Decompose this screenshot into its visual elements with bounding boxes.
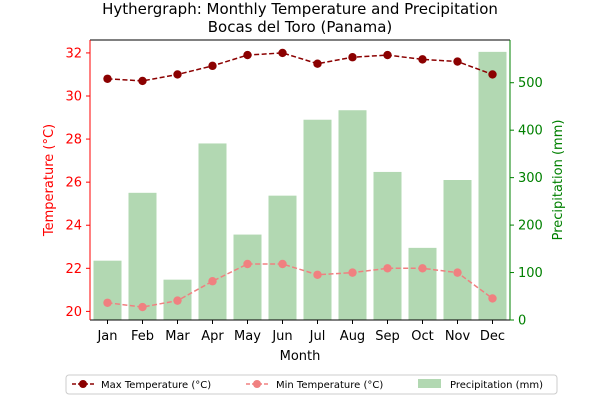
precip-bar-jul: [303, 119, 332, 320]
legend-max-marker: [79, 380, 87, 388]
y-left-tick-label-20: 20: [65, 305, 82, 320]
max-temp-point-feb: [138, 76, 147, 86]
min-temp-point-oct: [418, 264, 427, 273]
legend-min-marker: [253, 380, 261, 388]
chart-title-line2: Bocas del Toro (Panama): [208, 18, 393, 36]
x-tick-label-nov: Nov: [445, 329, 471, 344]
max-temp-point-jul: [313, 59, 322, 68]
min-temp-point-may: [243, 259, 252, 269]
precip-bar-may: [233, 234, 262, 320]
max-temp-point-oct: [418, 55, 427, 64]
precip-bar-jun: [268, 195, 297, 320]
x-tick-label-mar: Mar: [165, 329, 190, 344]
legend: Max Temperature (°C) Min Temperature (°C…: [65, 374, 558, 395]
y-left-tick-label-32: 32: [65, 46, 82, 61]
y-right-tick-label-0: 0: [518, 314, 526, 329]
min-temp-point-nov: [453, 268, 462, 277]
min-temp-point-sep: [383, 264, 392, 273]
precip-bar-oct: [408, 247, 437, 320]
max-temp-point-sep: [383, 50, 392, 60]
legend-precip-swatch: [418, 379, 441, 388]
max-temp-point-jan: [103, 74, 112, 83]
min-temp-point-aug: [348, 268, 357, 277]
max-temp-point-mar: [173, 70, 182, 79]
x-tick-label-dec: Dec: [480, 329, 505, 344]
x-tick-label-apr: Apr: [201, 329, 224, 344]
y-right-tick-label-400: 400: [518, 124, 543, 139]
x-tick-label-jan: Jan: [96, 329, 117, 344]
x-tick-label-jul: Jul: [309, 329, 326, 344]
max-temp-point-nov: [453, 57, 462, 66]
min-temp-point-jul: [313, 270, 322, 279]
min-temp-point-feb: [138, 302, 147, 312]
y-axis-left-label: Temperature (°C): [42, 124, 57, 237]
x-tick-label-may: May: [234, 329, 261, 344]
axes: Jan Feb Mar Apr May Jun Jul Aug Sep Oct Nov Dec 20 22…: [65, 39, 543, 344]
precip-bar-feb: [128, 192, 157, 320]
precip-bar-apr: [198, 143, 227, 320]
min-temp-point-jun: [278, 259, 287, 269]
max-temp-point-may: [243, 50, 252, 60]
max-temp-line: [107, 52, 493, 82]
y-right-tick-label-100: 100: [518, 266, 543, 281]
y-right-tick-label-200: 200: [518, 219, 543, 234]
y-left-tick-label-22: 22: [65, 262, 82, 277]
y-right-tick-label-300: 300: [518, 171, 543, 186]
temperature-lines: [103, 48, 497, 312]
y-left-tick-label-24: 24: [65, 219, 82, 234]
max-temp-point-apr: [208, 61, 217, 71]
precip-bar-jan: [93, 260, 122, 320]
precipitation-bars: [93, 51, 507, 320]
precip-bar-dec: [478, 51, 507, 320]
x-tick-label-aug: Aug: [340, 329, 365, 344]
max-temp-point-dec: [488, 70, 497, 79]
legend-precip-label: Precipitation (mm): [450, 380, 543, 391]
min-temp-point-apr: [208, 277, 217, 286]
legend-min-label: Min Temperature (°C): [276, 380, 383, 391]
min-temp-point-dec: [488, 294, 497, 303]
x-tick-label-oct: Oct: [411, 329, 433, 344]
precip-bar-sep: [373, 171, 402, 320]
max-temp-point-jun: [278, 48, 287, 58]
y-left-tick-label-28: 28: [65, 133, 82, 148]
x-tick-label-sep: Sep: [375, 329, 400, 344]
max-temp-point-aug: [348, 53, 357, 62]
min-temp-point-mar: [173, 296, 182, 305]
precip-bar-aug: [338, 110, 367, 320]
precip-bar-nov: [443, 180, 472, 320]
chart-title-line1: Hythergraph: Monthly Temperature and Pre…: [102, 0, 498, 18]
min-temp-point-jan: [103, 298, 112, 307]
y-left-tick-label-30: 30: [65, 90, 82, 105]
y-axis-right-label: Precipitation (mm): [551, 120, 566, 241]
x-tick-label-jun: Jun: [271, 329, 292, 344]
y-right-tick-label-500: 500: [518, 76, 543, 91]
x-tick-label-feb: Feb: [131, 329, 154, 344]
x-axis-label: Month: [280, 349, 321, 364]
y-left-tick-label-26: 26: [65, 176, 82, 191]
legend-max-label: Max Temperature (°C): [101, 380, 211, 391]
min-temp-line: [107, 263, 493, 308]
